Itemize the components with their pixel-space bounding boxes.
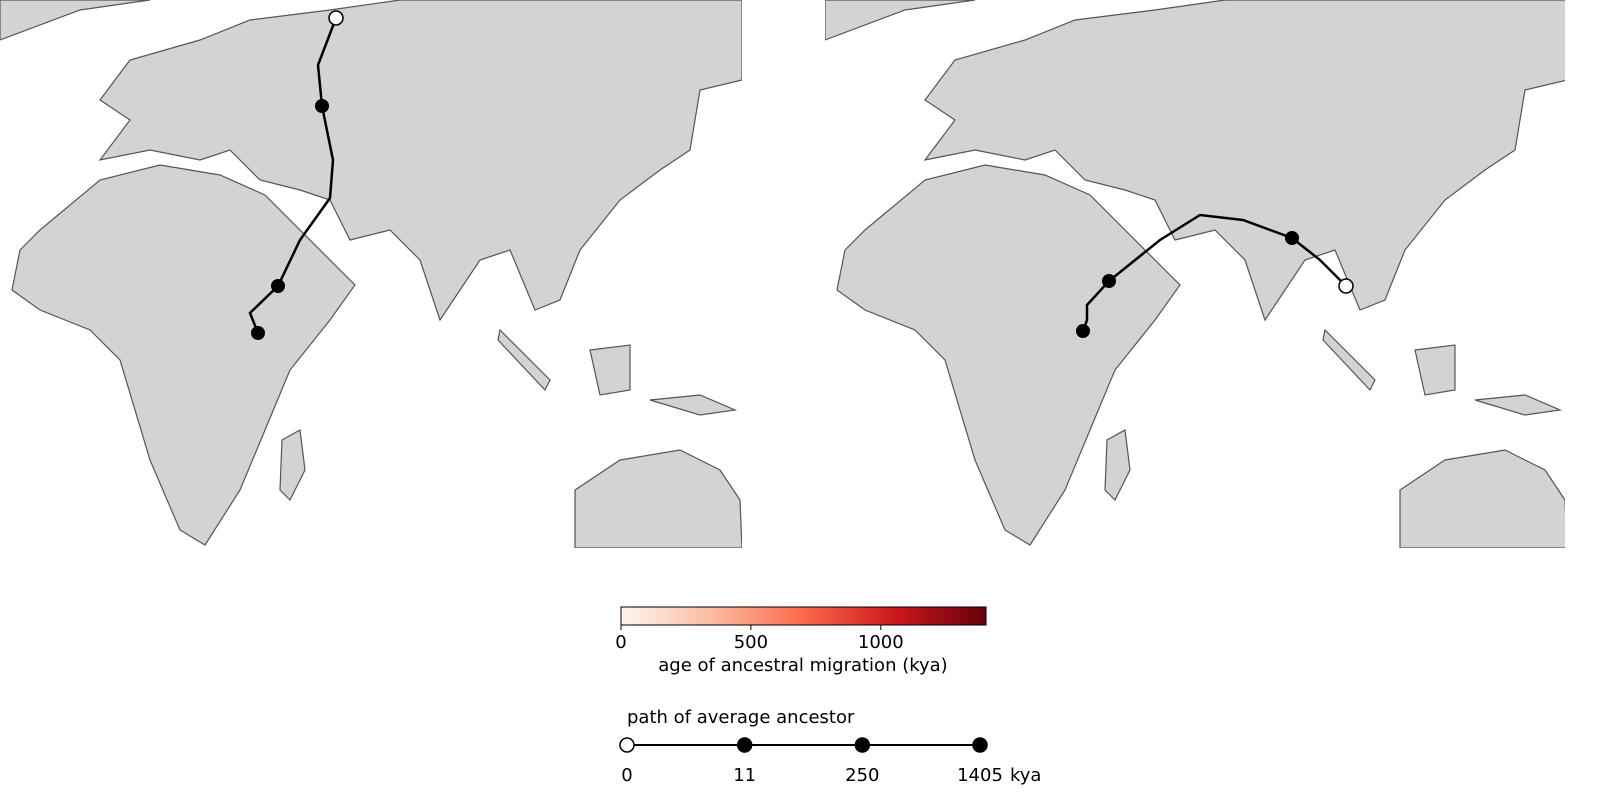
colorbar-tick-label: 0 — [615, 632, 626, 653]
ancestor-path — [248, 17, 338, 334]
path-legend: 0 11 250 1405 kya — [619, 737, 1041, 786]
map-right — [825, 0, 1565, 548]
colorbar-label: age of ancestral migration (kya) — [658, 655, 947, 676]
legend-marker — [972, 737, 988, 753]
legend-unit: kya — [1010, 765, 1041, 786]
ancestor-path — [1081, 213, 1347, 332]
legend-marker — [619, 737, 635, 753]
legend-marker — [736, 737, 753, 753]
legend-stop-label: 0 — [621, 765, 632, 786]
colorbar-tick-label: 500 — [734, 632, 768, 653]
map-left — [0, 0, 742, 548]
legend-stop-label: 250 — [845, 765, 879, 786]
colorbar-fill — [620, 606, 987, 626]
legend-stop-label: 11 — [733, 765, 756, 786]
colorbar: 0 500 1000 — [615, 606, 987, 653]
legend-title: path of average ancestor — [627, 707, 855, 728]
legend-marker — [854, 737, 871, 753]
colorbar-tick-label: 1000 — [858, 632, 904, 653]
legend-stop-label: 1405 — [957, 765, 1003, 786]
